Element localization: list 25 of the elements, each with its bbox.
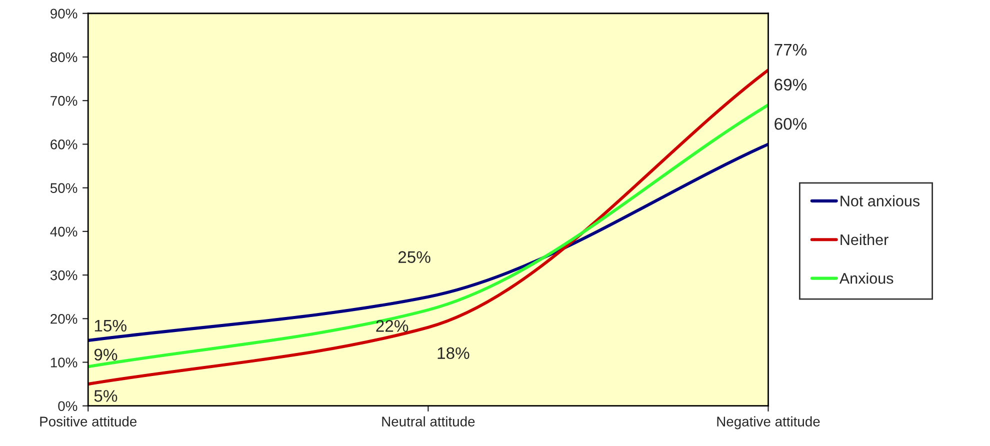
y-tick-label: 40% — [50, 226, 78, 237]
data-label: 25% — [398, 251, 430, 263]
legend-label: Anxious — [839, 272, 894, 284]
y-tick-label: 0% — [58, 401, 78, 412]
x-tick-label: Negative attitude — [717, 416, 820, 430]
data-label: 5% — [94, 390, 118, 402]
data-label: 77% — [774, 44, 807, 56]
legend-label: Neither — [840, 234, 888, 246]
y-tick-label: 10% — [50, 358, 78, 368]
legend-label: Not anxious — [840, 195, 920, 206]
y-tick-label: 20% — [50, 314, 78, 324]
y-tick-label: 90% — [50, 8, 78, 19]
data-label: 15% — [94, 320, 126, 332]
data-label: 69% — [774, 78, 807, 91]
data-label: 22% — [376, 320, 408, 332]
data-label: 18% — [438, 347, 470, 360]
data-label: 60% — [774, 118, 807, 130]
x-tick-label: Neutral attitude — [382, 416, 475, 426]
x-tick-label: Positive attitude — [40, 416, 137, 426]
y-tick-label: 80% — [50, 52, 78, 62]
data-label: 9% — [94, 348, 118, 361]
y-tick-label: 50% — [50, 183, 78, 193]
y-tick-label: 70% — [50, 96, 78, 106]
y-tick-label: 60% — [50, 140, 78, 150]
y-tick-label: 30% — [50, 270, 78, 280]
